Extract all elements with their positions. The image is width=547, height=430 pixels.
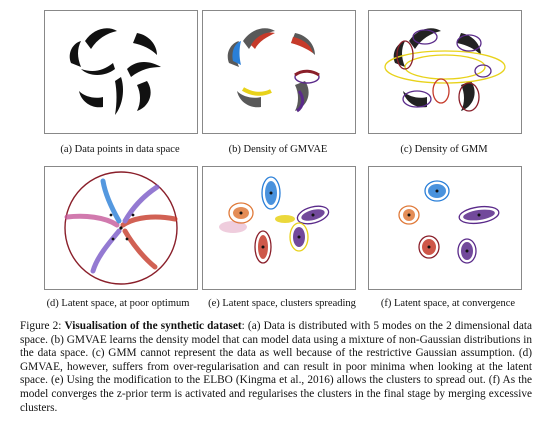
plot-e-latent [219, 176, 330, 264]
panel-b-gmvae-density [202, 10, 356, 134]
panel-d-latent-poor-optimum [44, 166, 198, 290]
plot-d-latent [64, 171, 178, 285]
panel-a-data-space [44, 10, 198, 134]
plot-b-density [227, 28, 320, 113]
plot-c-density [384, 28, 506, 112]
figure-caption-text: : (a) Data is distributed with 5 modes o… [20, 320, 532, 414]
subcaption-c: (c) Density of GMM [400, 144, 488, 155]
figure-title: Visualisation of the synthetic dataset [64, 320, 242, 332]
subcaption-f: (f) Latent space, at convergence [380, 298, 516, 309]
figure-label: Figure 2: [20, 320, 62, 332]
panel-e-latent-spreading [202, 166, 356, 290]
plot-a-data-points [69, 28, 161, 115]
subcaption-d: (d) Latent space, at poor optimum [46, 298, 190, 309]
figure-caption: Figure 2: Visualisation of the synthetic… [20, 320, 532, 415]
panel-f-latent-convergence [368, 166, 522, 290]
subcaption-e: (e) Latent space, clusters spreading [208, 298, 356, 309]
plot-f-latent [398, 180, 500, 264]
panel-c-gmm-density [368, 10, 522, 134]
subcaption-a: (a) Data points in data space [60, 144, 180, 155]
subcaption-b: (b) Density of GMVAE [228, 144, 328, 155]
